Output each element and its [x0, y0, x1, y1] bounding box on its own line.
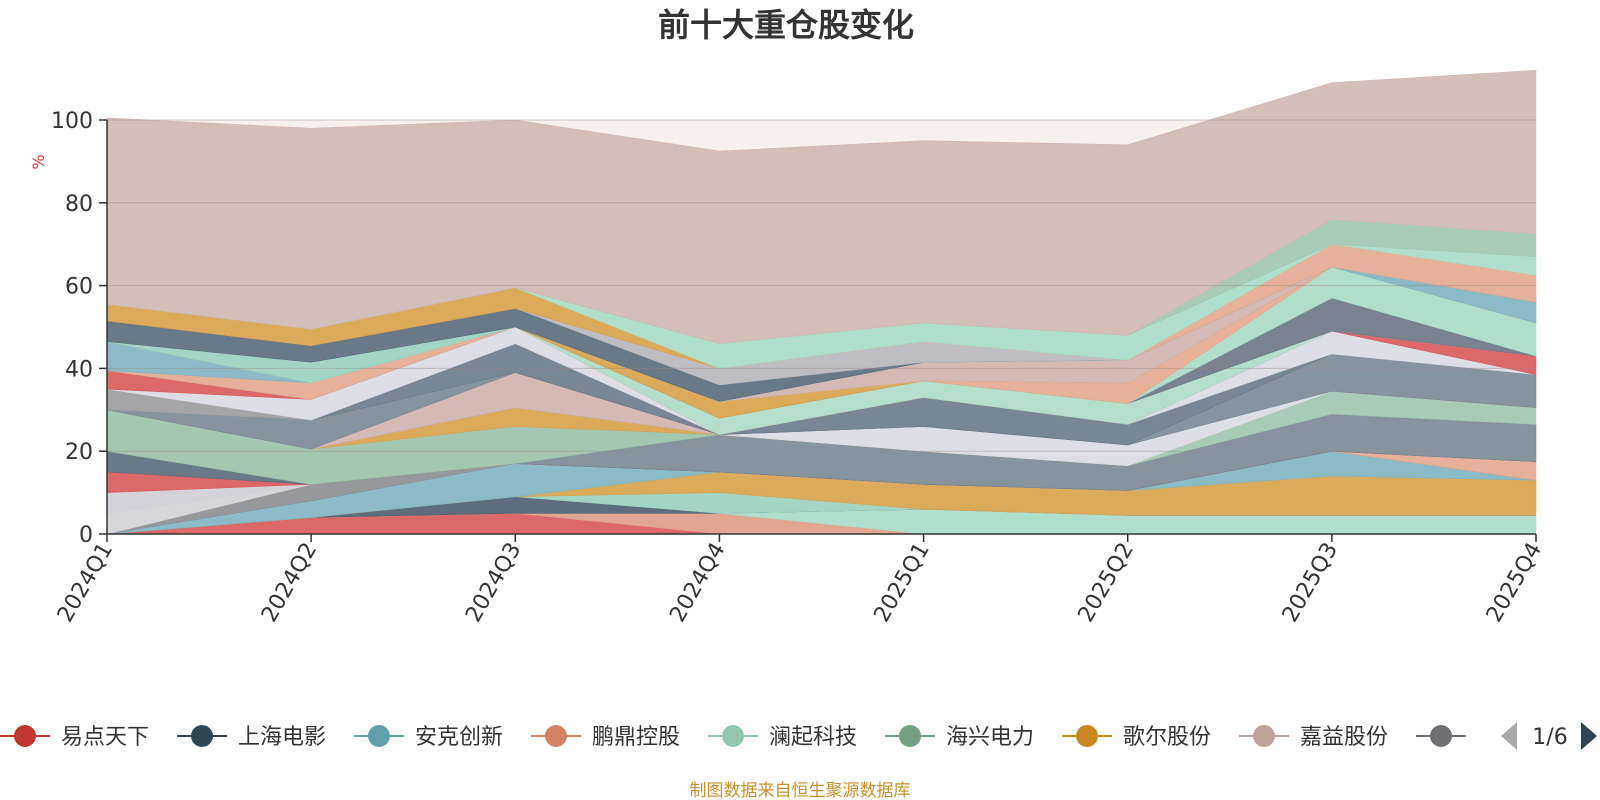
legend-item[interactable]: 澜起科技 — [708, 725, 857, 750]
x-tick-label: 2024Q2 — [257, 539, 322, 627]
legend-page-indicator: 1/6 — [1532, 725, 1567, 750]
x-tick-label: 2025Q1 — [869, 539, 934, 627]
stacked-areas — [106, 69, 1537, 535]
legend-label: 歌尔股份 — [1123, 725, 1211, 750]
legend-marker-icon — [899, 725, 921, 747]
y-axis-unit: % — [29, 154, 48, 169]
y-tick-label: 20 — [65, 440, 93, 465]
legend-item[interactable]: 海兴电力 — [885, 725, 1034, 750]
source-note: 制图数据来自恒生聚源数据库 — [690, 781, 911, 800]
legend-item[interactable] — [1416, 725, 1466, 747]
legend-label: 海兴电力 — [946, 725, 1034, 750]
legend: 易点天下 上海电影 安克创新 鹏鼎控股 澜起科技 海兴电力 歌尔股份 嘉益股份 — [0, 725, 1466, 750]
y-tick-label: 60 — [65, 275, 93, 300]
legend-label: 嘉益股份 — [1300, 725, 1388, 750]
grid-lines — [107, 119, 1536, 452]
legend-item[interactable]: 嘉益股份 — [1239, 725, 1388, 750]
y-axis-ticks: 0 20 40 60 80 100 — [51, 109, 107, 548]
area-series-40 — [106, 69, 1537, 344]
legend-label: 澜起科技 — [769, 725, 857, 750]
legend-label: 上海电影 — [238, 725, 326, 750]
x-tick-label: 2024Q4 — [665, 539, 730, 627]
legend-marker-icon — [722, 725, 744, 747]
legend-marker-icon — [1253, 725, 1275, 747]
legend-label: 易点天下 — [61, 725, 149, 750]
legend-item[interactable]: 安克创新 — [354, 725, 503, 750]
legend-item[interactable]: 上海电影 — [177, 725, 326, 750]
y-tick-label: 0 — [79, 523, 93, 548]
legend-marker-icon — [545, 725, 567, 747]
x-tick-label: 2025Q3 — [1278, 539, 1343, 627]
legend-marker-icon — [191, 725, 213, 747]
x-tick-label: 2024Q3 — [461, 539, 526, 627]
x-tick-label: 2025Q4 — [1482, 539, 1547, 627]
y-tick-label: 100 — [51, 109, 93, 134]
legend-item[interactable]: 歌尔股份 — [1062, 725, 1211, 750]
legend-marker-icon — [1076, 725, 1098, 747]
legend-marker-icon — [368, 725, 390, 747]
axes — [106, 120, 1536, 535]
legend-item[interactable]: 易点天下 — [0, 725, 149, 750]
legend-item[interactable]: 鹏鼎控股 — [531, 725, 680, 750]
x-tick-label: 2024Q1 — [53, 539, 118, 627]
legend-pager: 1/6 — [1501, 722, 1597, 750]
legend-next-icon[interactable] — [1581, 722, 1597, 750]
legend-marker-icon — [1430, 725, 1452, 747]
x-axis-ticks: 2024Q1 2024Q2 2024Q3 2024Q4 2025Q1 2025Q2 2025… — [53, 534, 1547, 627]
chart-title: 前十大重仓股变化 — [658, 6, 914, 44]
y-tick-label: 40 — [65, 357, 93, 382]
legend-label: 鹏鼎控股 — [592, 725, 680, 750]
legend-marker-icon — [14, 725, 36, 747]
x-tick-label: 2025Q2 — [1074, 539, 1139, 627]
legend-label: 安克创新 — [415, 725, 503, 750]
legend-prev-icon[interactable] — [1501, 722, 1517, 750]
y-tick-label: 80 — [65, 192, 93, 217]
